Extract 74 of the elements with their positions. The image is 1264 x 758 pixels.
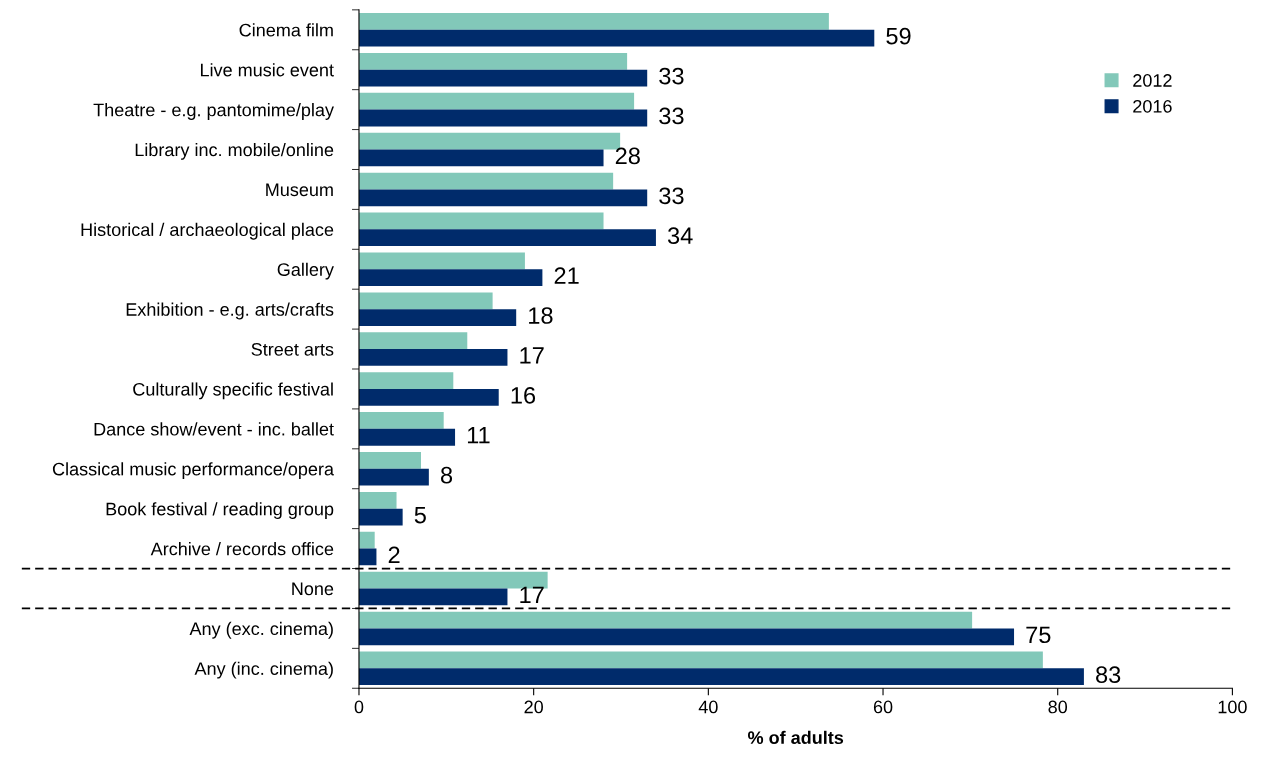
y-tick-label: Gallery xyxy=(277,262,334,280)
data-label: 33 xyxy=(659,107,684,125)
data-label: 17 xyxy=(520,586,544,603)
data-label: 16 xyxy=(511,386,536,404)
y-tick-label: Street arts xyxy=(251,342,334,356)
y-tick-label: Classical music performance/opera xyxy=(52,462,334,480)
y-tick-label: Exhibition - e.g. arts/crafts xyxy=(126,302,334,320)
legend-label: 2016 xyxy=(1133,99,1172,113)
y-tick-label: Book festival / reading group xyxy=(106,502,334,519)
bar xyxy=(358,29,875,47)
bar xyxy=(358,468,429,486)
y-tick-label: Any (inc. cinema) xyxy=(194,661,333,679)
data-label: 2 xyxy=(388,546,400,564)
data-label: 83 xyxy=(1096,666,1121,684)
bar xyxy=(358,491,397,509)
bar xyxy=(358,189,648,207)
y-tick-label: Cinema film xyxy=(239,23,333,37)
data-label: 18 xyxy=(529,307,553,324)
bar xyxy=(358,292,493,310)
data-label: 34 xyxy=(667,227,693,245)
bar xyxy=(358,428,456,446)
bar xyxy=(358,412,444,429)
x-tick-label: 20 xyxy=(524,700,543,714)
y-tick-label: Theatre - e.g. pantomime/play xyxy=(93,103,334,120)
bar xyxy=(358,452,421,469)
bar xyxy=(358,508,403,526)
bar xyxy=(358,212,604,230)
data-label: 75 xyxy=(1026,626,1051,644)
x-tick-label: 100 xyxy=(1218,700,1247,714)
x-tick-label: 40 xyxy=(698,700,718,714)
data-label: 8 xyxy=(440,466,453,484)
bar xyxy=(358,252,525,270)
bar xyxy=(358,372,454,389)
bar xyxy=(358,52,628,70)
bar xyxy=(358,651,1043,669)
bar xyxy=(358,332,468,350)
bar xyxy=(358,69,648,87)
bar xyxy=(358,149,604,167)
bar xyxy=(358,531,375,549)
data-label: 5 xyxy=(414,506,426,524)
y-tick-label: None xyxy=(292,582,334,596)
y-tick-label: Any (exc. cinema) xyxy=(189,621,333,639)
bar xyxy=(358,269,543,287)
bar xyxy=(358,172,614,190)
bar xyxy=(358,588,508,606)
bar xyxy=(358,611,973,629)
bar xyxy=(358,13,829,30)
data-label: 33 xyxy=(659,67,684,85)
x-tick-label: 0 xyxy=(354,700,364,714)
y-tick-label: Archive / records office xyxy=(150,542,334,556)
x-axis-title: % of adults xyxy=(747,730,844,745)
y-tick-label: Library inc. mobile/online xyxy=(135,142,334,160)
bar xyxy=(358,229,656,247)
legend-label: 2012 xyxy=(1133,74,1172,87)
data-label: 33 xyxy=(659,187,684,205)
y-tick-label: Dance show/event - inc. ballet xyxy=(94,422,334,436)
data-label: 11 xyxy=(467,427,490,444)
y-tick-label: Museum xyxy=(266,183,333,197)
bar xyxy=(358,668,1084,686)
y-tick-label: Culturally specific festival xyxy=(133,382,333,400)
data-label: 21 xyxy=(554,267,579,284)
bar xyxy=(358,309,517,326)
bar xyxy=(358,92,635,110)
data-label: 59 xyxy=(886,27,911,45)
bar xyxy=(358,628,1015,646)
bar xyxy=(358,349,508,366)
bar xyxy=(358,388,499,406)
x-tick-label: 80 xyxy=(1048,700,1068,714)
y-tick-label: Live music event xyxy=(200,63,334,77)
x-tick-label: 60 xyxy=(873,700,893,714)
y-tick-label: Historical / archaeological place xyxy=(81,222,334,240)
data-label: 28 xyxy=(615,147,640,165)
data-label: 17 xyxy=(520,347,544,364)
bar xyxy=(358,109,648,127)
